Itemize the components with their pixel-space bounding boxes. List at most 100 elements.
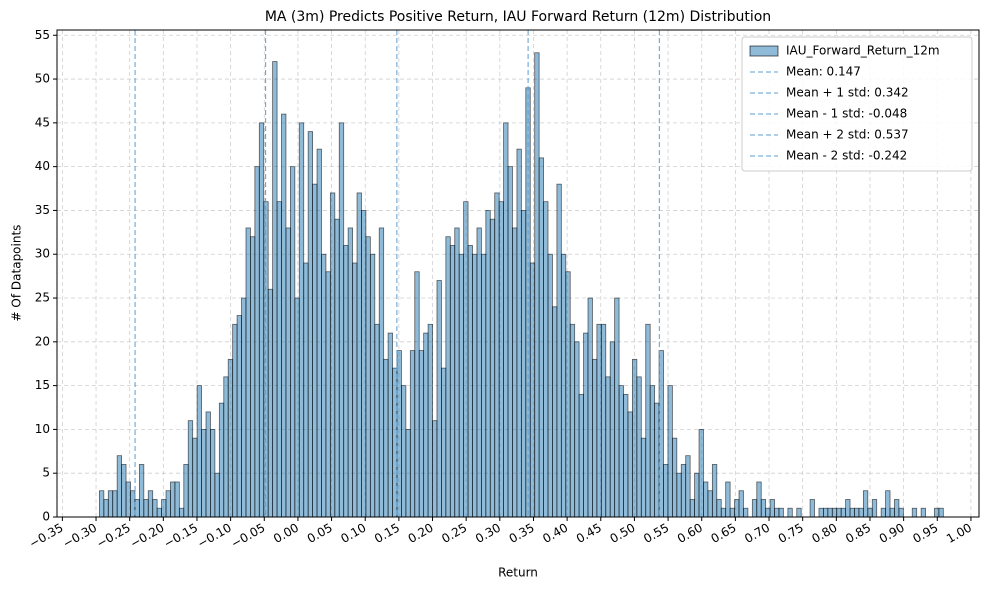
x-tick-label: 0.20 [406, 521, 436, 546]
bar [174, 481, 180, 518]
bar [383, 358, 389, 518]
bar [512, 227, 518, 518]
bar [467, 245, 473, 518]
bar [485, 210, 491, 518]
x-tick-label: 0.05 [305, 521, 335, 546]
bar [414, 271, 420, 518]
bar [583, 332, 589, 518]
x-tick-label: −0.15 [161, 521, 200, 552]
y-tick-label: 30 [35, 247, 50, 261]
bar [436, 280, 442, 518]
x-tick-label: 0.45 [574, 521, 604, 546]
x-tick-label: −0.05 [229, 521, 268, 552]
bar [529, 262, 536, 518]
bar [854, 507, 860, 518]
bar [689, 499, 695, 518]
bar [543, 201, 549, 518]
bar [751, 499, 758, 518]
bar [258, 122, 265, 518]
x-tick-label: −0.30 [60, 521, 99, 552]
bar [272, 61, 278, 518]
y-tick-label: 45 [35, 115, 50, 129]
bar [889, 507, 895, 518]
bar [618, 385, 624, 518]
bar [147, 490, 154, 518]
bar [667, 385, 673, 518]
bar [894, 499, 900, 518]
bar [831, 507, 838, 518]
bar [103, 499, 109, 518]
bar [534, 52, 540, 518]
bar [289, 166, 296, 518]
bar [329, 192, 336, 518]
bar [743, 507, 749, 518]
x-tick-label: 0.00 [271, 521, 301, 546]
bar [232, 323, 238, 518]
bar [214, 472, 220, 518]
x-tick-label: 0.85 [843, 521, 873, 546]
bar [614, 297, 620, 518]
bar [840, 507, 847, 518]
y-tick-label: 0 [42, 510, 50, 524]
bar [316, 148, 322, 518]
bar [574, 341, 580, 518]
x-tick-label: 0.35 [507, 521, 537, 546]
bar [241, 297, 247, 518]
bar [236, 315, 242, 518]
bar [98, 490, 105, 518]
bar [112, 490, 118, 518]
bar [654, 402, 660, 518]
bar [374, 323, 380, 518]
bar [680, 464, 687, 518]
bar [276, 201, 282, 518]
bar [423, 332, 429, 518]
bar [445, 236, 451, 518]
bar [734, 499, 740, 518]
bar [711, 464, 718, 518]
bar [703, 481, 709, 518]
bar [401, 385, 407, 518]
bar [636, 376, 642, 518]
bar [312, 183, 318, 518]
bar [170, 481, 176, 518]
bar [227, 358, 234, 518]
bar [205, 411, 211, 518]
bar [552, 306, 558, 518]
x-tick-label: 0.90 [877, 521, 907, 546]
bar [178, 507, 185, 518]
bar [396, 350, 402, 518]
bar [676, 472, 682, 518]
bar [427, 323, 433, 518]
bar [885, 490, 891, 518]
bar [671, 437, 678, 518]
bar [818, 507, 824, 518]
bar [938, 507, 944, 518]
bar [281, 113, 287, 518]
bar [507, 166, 513, 518]
bar [592, 358, 598, 518]
bar [547, 253, 553, 518]
bar [405, 429, 411, 518]
bar [418, 350, 425, 518]
bar [645, 323, 651, 518]
bar [201, 429, 207, 518]
bar [432, 420, 438, 518]
x-tick-label: −0.10 [195, 521, 234, 552]
legend-label: Mean + 2 std: 0.537 [786, 128, 909, 142]
legend-label: Mean + 1 std: 0.342 [786, 86, 909, 100]
bar [560, 253, 567, 518]
bar [347, 227, 353, 518]
bar [605, 376, 611, 518]
bar [254, 166, 260, 518]
x-tick-label: 0.65 [708, 521, 738, 546]
bar [223, 376, 229, 518]
y-tick-label: 5 [42, 466, 50, 480]
x-tick-label: −0.20 [128, 521, 167, 552]
bar [489, 218, 496, 518]
x-axis-label: Return [498, 566, 538, 580]
bar [334, 218, 340, 518]
legend-label: Mean: 0.147 [786, 65, 861, 79]
legend-swatch [749, 45, 779, 57]
x-tick-label: 0.50 [608, 521, 638, 546]
legend-label: IAU_Forward_Return_12m [786, 44, 940, 58]
